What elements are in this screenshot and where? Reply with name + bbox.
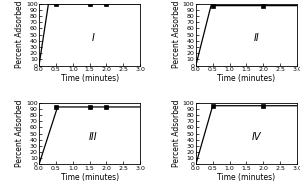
Text: III: III [88,132,97,142]
X-axis label: Time (minutes): Time (minutes) [217,173,275,182]
Y-axis label: Percent Adsorbed: Percent Adsorbed [172,1,181,68]
Y-axis label: Percent Adsorbed: Percent Adsorbed [15,1,24,68]
Text: II: II [254,33,260,43]
Y-axis label: Percent Adsorbed: Percent Adsorbed [15,100,24,167]
X-axis label: Time (minutes): Time (minutes) [61,173,119,182]
Text: I: I [92,33,94,43]
X-axis label: Time (minutes): Time (minutes) [61,74,119,83]
X-axis label: Time (minutes): Time (minutes) [217,74,275,83]
Text: IV: IV [252,132,261,142]
Y-axis label: Percent Adsorbed: Percent Adsorbed [172,100,181,167]
